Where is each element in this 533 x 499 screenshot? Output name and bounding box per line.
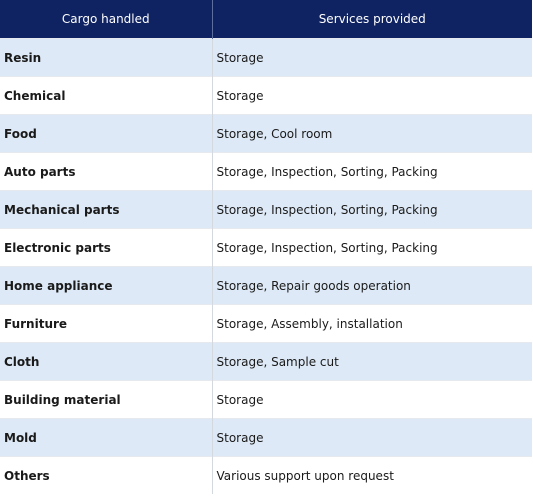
table-row: Electronic parts Storage, Inspection, So… (0, 228, 532, 267)
cargo-cell: Auto parts (0, 152, 213, 191)
cargo-cell: Chemical (0, 76, 213, 115)
services-cell: Storage, Inspection, Sorting, Packing (212, 228, 532, 267)
cargo-cell: Building material (0, 380, 213, 419)
header-services-provided: Services provided (212, 0, 532, 39)
services-cell: Storage, Sample cut (212, 342, 532, 381)
services-cell: Storage (212, 76, 532, 115)
table-header-row: Cargo handled Services provided (0, 0, 532, 39)
table-row: Home appliance Storage, Repair goods ope… (0, 266, 532, 305)
cargo-cell: Mechanical parts (0, 190, 213, 229)
services-cell: Storage (212, 418, 532, 457)
services-cell: Storage, Inspection, Sorting, Packing (212, 152, 532, 191)
cargo-cell: Cloth (0, 342, 213, 381)
cargo-cell: Food (0, 114, 213, 153)
table-body: Resin Storage Chemical Storage Food Stor… (0, 38, 532, 494)
table-row: Building material Storage (0, 380, 532, 419)
services-cell: Storage (212, 38, 532, 77)
header-cargo-handled: Cargo handled (0, 0, 213, 39)
table-row: Food Storage, Cool room (0, 114, 532, 153)
table-row: Mold Storage (0, 418, 532, 457)
table-row: Resin Storage (0, 38, 532, 77)
table-row: Others Various support upon request (0, 456, 532, 494)
table-row: Chemical Storage (0, 76, 532, 115)
cargo-cell: Furniture (0, 304, 213, 343)
services-cell: Storage, Repair goods operation (212, 266, 532, 305)
table-row: Auto parts Storage, Inspection, Sorting,… (0, 152, 532, 191)
cargo-cell: Mold (0, 418, 213, 457)
cargo-cell: Resin (0, 38, 213, 77)
services-cell: Storage, Cool room (212, 114, 532, 153)
services-cell: Storage, Inspection, Sorting, Packing (212, 190, 532, 229)
services-cell: Various support upon request (212, 456, 532, 494)
services-cell: Storage, Assembly, installation (212, 304, 532, 343)
cargo-cell: Others (0, 456, 213, 494)
table-row: Furniture Storage, Assembly, installatio… (0, 304, 532, 343)
cargo-cell: Electronic parts (0, 228, 213, 267)
services-cell: Storage (212, 380, 532, 419)
cargo-cell: Home appliance (0, 266, 213, 305)
table-row: Mechanical parts Storage, Inspection, So… (0, 190, 532, 229)
table-row: Cloth Storage, Sample cut (0, 342, 532, 381)
